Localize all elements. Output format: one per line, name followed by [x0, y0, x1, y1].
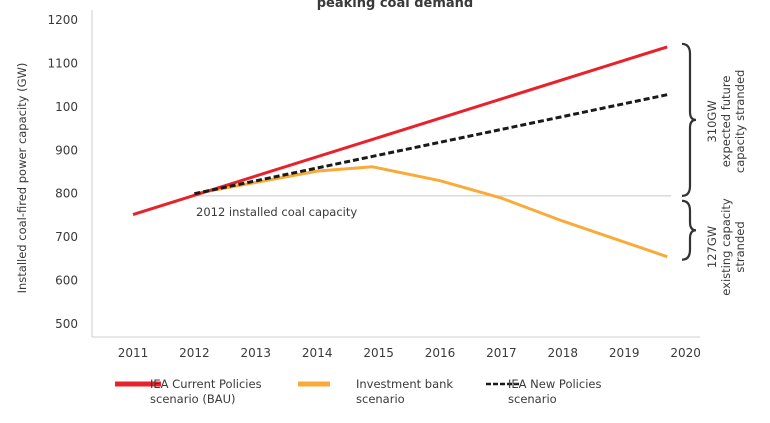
x-tick-label: 2016 [425, 346, 456, 360]
y-tick-label: 1100 [47, 56, 78, 70]
x-tick-label: 2019 [609, 346, 640, 360]
series-line-1 [194, 165, 668, 259]
y-tick-label: 100 [55, 100, 78, 114]
chart-title: peaking coal demand [317, 0, 473, 11]
x-tick-label: 2014 [302, 346, 333, 360]
brace-future-stranded [681, 42, 697, 197]
annotation-future-stranded: 310GW [705, 100, 719, 142]
brace-existing-stranded [681, 199, 697, 261]
annotation-existing-stranded: existing capacity [719, 198, 733, 296]
x-tick-label: 2013 [241, 346, 272, 360]
annotation-future-stranded: expected future [719, 76, 733, 168]
y-tick-label: 800 [55, 187, 78, 201]
annotation-future-stranded: capacity stranded [733, 70, 747, 173]
y-tick-label: 700 [55, 230, 78, 244]
y-tick-label: 900 [55, 143, 78, 157]
x-tick-label: 2015 [363, 346, 394, 360]
y-tick-label: 1200 [47, 13, 78, 27]
x-tick-label: 2020 [670, 346, 701, 360]
annotation-existing-stranded: stranded [733, 221, 747, 272]
x-tick-label: 2012 [179, 346, 210, 360]
y-tick-label: 600 [55, 274, 78, 288]
legend-label-0: IEA Current Policies scenario (BAU) [150, 377, 262, 406]
legend-label-1: Investment bank scenario [356, 377, 453, 406]
x-tick-label: 2011 [118, 346, 149, 360]
x-tick-label: 2017 [486, 346, 517, 360]
y-tick-label: 500 [55, 317, 78, 331]
legend-label-2: IEA New Policies scenario [508, 377, 601, 406]
x-tick-label: 2018 [548, 346, 579, 360]
annotation-existing-stranded: 127GW [705, 226, 719, 268]
y-axis-label: Installed coal-fired power capacity (GW) [15, 63, 29, 294]
reference-line-label: 2012 installed coal capacity [196, 205, 357, 219]
